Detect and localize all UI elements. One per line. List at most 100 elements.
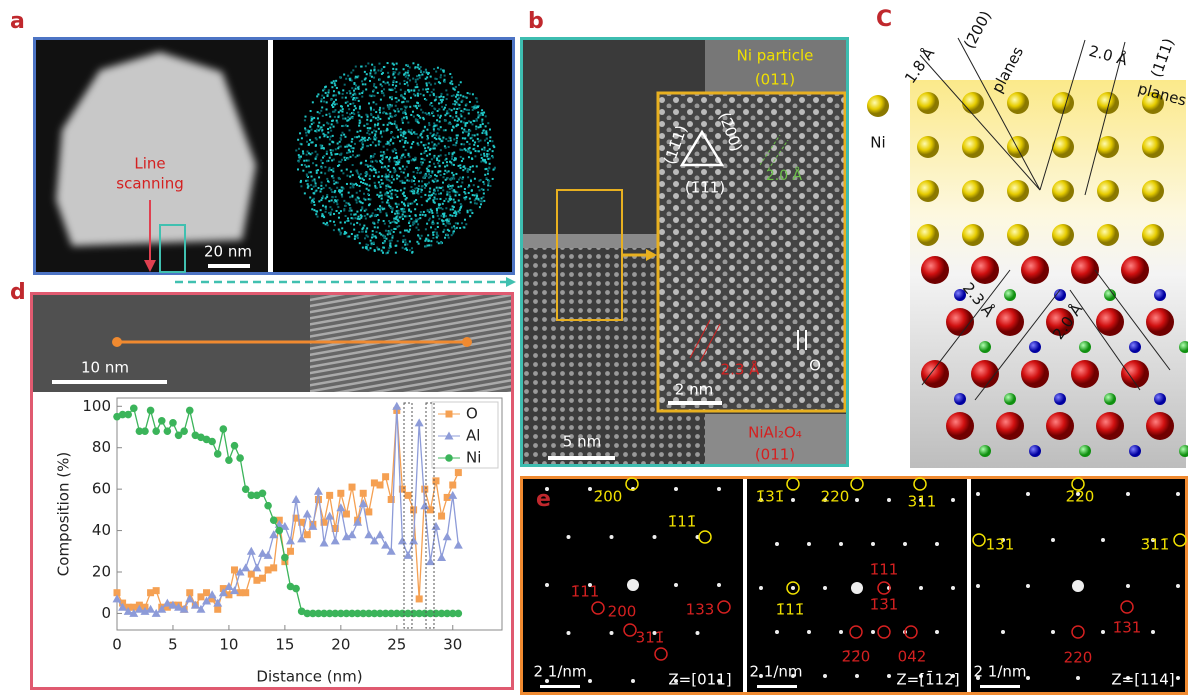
spot — [823, 586, 827, 590]
map-dot — [364, 215, 366, 217]
map-dot — [390, 229, 392, 231]
map-dot — [416, 75, 418, 77]
map-dot — [357, 87, 359, 89]
map-dot — [398, 175, 400, 177]
marker — [208, 438, 216, 446]
map-dot — [348, 108, 350, 110]
map-dot — [421, 158, 423, 160]
map-dot — [450, 123, 452, 125]
map-dot — [375, 160, 377, 162]
map-dot — [354, 105, 356, 107]
panel-label: C — [876, 7, 892, 32]
map-dot — [415, 79, 417, 81]
map-dot — [350, 187, 352, 189]
o-atom — [1046, 412, 1074, 440]
map-dot — [302, 150, 304, 152]
map-dot — [405, 140, 407, 142]
scale-label: 20 nm — [204, 243, 252, 261]
map-dot — [366, 234, 368, 236]
map-dot — [347, 158, 349, 160]
map-dot — [428, 182, 430, 184]
map-dot — [385, 212, 387, 214]
ni-atom — [962, 136, 984, 158]
map-dot — [367, 130, 369, 132]
map-dot — [433, 128, 435, 130]
map-dot — [346, 92, 348, 94]
map-dot — [377, 124, 379, 126]
map-dot — [315, 185, 317, 187]
map-dot — [474, 155, 476, 157]
map-dot — [463, 121, 465, 123]
map-dot — [407, 64, 409, 66]
map-dot — [315, 164, 317, 166]
map-dot — [476, 195, 478, 197]
al-atom — [1079, 341, 1091, 353]
map-dot — [367, 166, 369, 168]
map-dot — [329, 127, 331, 129]
map-dot — [328, 200, 330, 202]
map-dot — [384, 194, 386, 196]
legend-label: Ni — [466, 449, 481, 467]
map-dot — [469, 169, 471, 171]
spot — [567, 631, 571, 635]
map-dot — [373, 223, 375, 225]
map-dot — [413, 220, 415, 222]
map-dot — [432, 199, 434, 201]
map-dot — [406, 229, 408, 231]
map-dot — [445, 138, 447, 140]
phase-label: NiAl₂O₄ — [748, 424, 802, 442]
map-dot — [426, 200, 428, 202]
map-dot — [295, 149, 297, 151]
map-dot — [477, 186, 479, 188]
map-dot — [458, 186, 460, 188]
map-dot — [467, 210, 469, 212]
map-dot — [378, 181, 380, 183]
map-dot — [397, 226, 399, 228]
map-dot — [487, 184, 489, 186]
ni-atom — [1007, 92, 1029, 114]
map-dot — [427, 240, 429, 242]
map-dot — [320, 188, 322, 190]
map-dot — [436, 175, 438, 177]
map-dot — [456, 134, 458, 136]
map-dot — [469, 215, 471, 217]
map-dot — [461, 100, 463, 102]
marker — [404, 492, 411, 499]
map-dot — [467, 151, 469, 153]
spot — [674, 583, 678, 587]
spot-label: 220 — [821, 488, 850, 506]
o-atom — [996, 412, 1024, 440]
map-dot — [451, 187, 453, 189]
map-dot — [331, 86, 333, 88]
map-dot — [413, 90, 415, 92]
map-dot — [407, 203, 409, 205]
map-dot — [472, 93, 474, 95]
map-dot — [455, 159, 457, 161]
map-dot — [453, 94, 455, 96]
map-dot — [335, 196, 337, 198]
map-dot — [387, 199, 389, 201]
map-dot — [315, 158, 317, 160]
map-dot — [410, 211, 412, 213]
map-dot — [407, 77, 409, 79]
spot — [976, 584, 980, 588]
map-dot — [452, 208, 454, 210]
map-dot — [379, 79, 381, 81]
map-dot — [453, 108, 455, 110]
map-dot — [474, 178, 476, 180]
map-dot — [454, 119, 456, 121]
map-dot — [365, 65, 367, 67]
map-dot — [355, 198, 357, 200]
map-dot — [448, 108, 450, 110]
map-dot — [396, 206, 398, 208]
spot — [1072, 580, 1084, 592]
map-dot — [388, 89, 390, 91]
map-dot — [339, 178, 341, 180]
marker — [410, 506, 417, 513]
map-dot — [413, 171, 415, 173]
map-dot — [471, 158, 473, 160]
map-dot — [464, 137, 466, 139]
map-dot — [428, 244, 430, 246]
map-dot — [354, 236, 356, 238]
map-dot — [400, 132, 402, 134]
